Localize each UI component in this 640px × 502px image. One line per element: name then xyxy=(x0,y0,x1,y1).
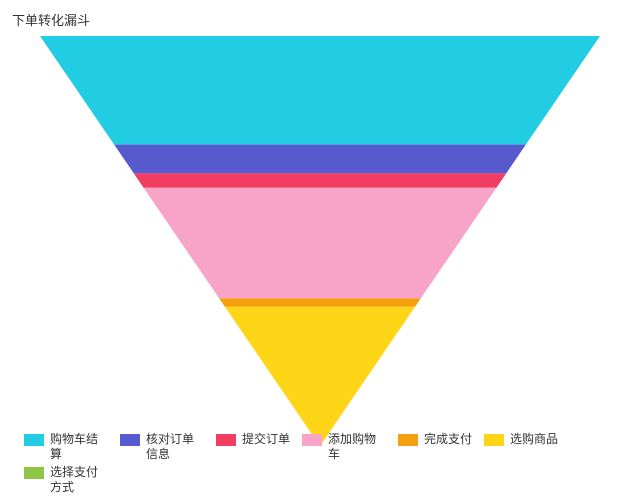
chart-title: 下单转化漏斗 xyxy=(12,10,90,29)
legend-swatch xyxy=(24,434,44,446)
legend-item[interactable]: 完成支付 xyxy=(398,432,472,461)
legend-item[interactable]: 提交订单 xyxy=(216,432,290,461)
legend-label: 添加购物车 xyxy=(328,432,386,461)
legend-label: 完成支付 xyxy=(424,432,472,446)
funnel-svg xyxy=(40,36,600,446)
legend-item[interactable]: 核对订单信息 xyxy=(120,432,204,461)
legend-label: 选购商品 xyxy=(510,432,558,446)
legend-swatch xyxy=(302,434,322,446)
funnel-band xyxy=(219,298,421,306)
funnel-band xyxy=(144,188,497,299)
funnel-chart xyxy=(40,36,600,446)
legend-item[interactable]: 选择支付方式 xyxy=(24,465,108,494)
legend-label: 核对订单信息 xyxy=(146,432,204,461)
legend-swatch xyxy=(398,434,418,446)
legend-swatch xyxy=(120,434,140,446)
funnel-band xyxy=(40,36,600,145)
legend-label: 选择支付方式 xyxy=(50,465,108,494)
funnel-band xyxy=(134,173,506,187)
legend-item[interactable]: 购物车结算 xyxy=(24,432,108,461)
legend-item[interactable]: 添加购物车 xyxy=(302,432,386,461)
legend: 购物车结算 核对订单信息 提交订单 添加购物车 完成支付 选购商品选择支付方式 xyxy=(0,430,640,496)
legend-item[interactable]: 选购商品 xyxy=(484,432,558,461)
legend-swatch xyxy=(24,467,44,479)
legend-label: 提交订单 xyxy=(242,432,290,446)
funnel-band xyxy=(114,145,526,174)
funnel-band xyxy=(225,307,415,444)
legend-swatch xyxy=(216,434,236,446)
legend-label: 购物车结算 xyxy=(50,432,108,461)
legend-swatch xyxy=(484,434,504,446)
